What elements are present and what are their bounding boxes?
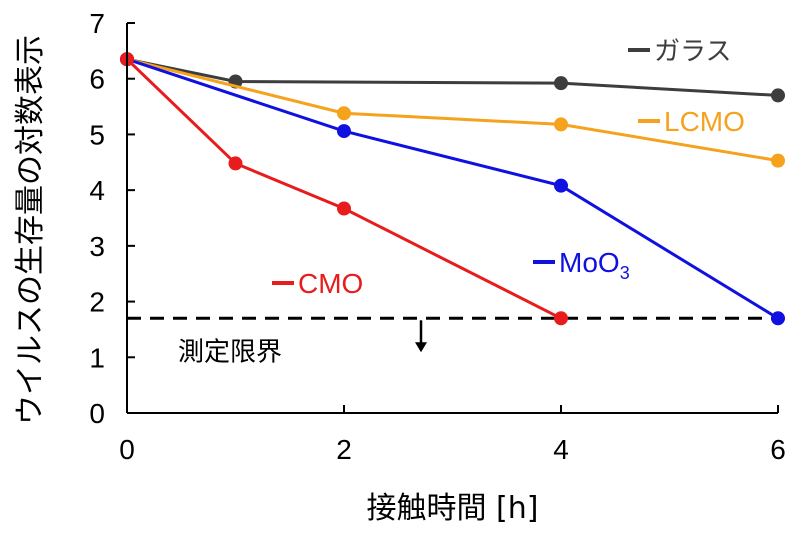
legend-label: LCMO: [664, 106, 745, 137]
data-point: [337, 201, 351, 216]
series-line: [126, 57, 779, 320]
legend-label: CMO: [298, 268, 363, 299]
y-tick-label: 1: [89, 342, 105, 373]
detection-limit-arrow: [415, 320, 427, 353]
y-tick-label: 6: [89, 64, 105, 95]
y-tick-label: 3: [89, 231, 105, 262]
y-tick-label: 5: [89, 119, 105, 150]
x-tick-label: 6: [770, 434, 786, 465]
legend-label: ガラス: [654, 37, 731, 67]
x-axis-title: 接触時間 [h]: [367, 491, 539, 526]
y-tick-label: 2: [89, 287, 105, 318]
series-line: [125, 58, 562, 320]
data-point: [554, 178, 568, 193]
y-tick-label: 4: [89, 175, 105, 206]
x-axis-ticks: 0 2 4 6: [119, 405, 786, 465]
x-tick-label: 4: [553, 434, 569, 465]
data-point: [771, 88, 785, 103]
y-axis-title: ウイルスの生存量の対数表示: [13, 35, 48, 425]
legend-label: MoO3: [559, 247, 630, 283]
y-axis-ticks: 0 1 2 3 4 5 6 7: [89, 8, 135, 429]
series-line: [126, 57, 779, 97]
data-point: [337, 124, 351, 139]
legend: ガラス LCMO MoO3 CMO: [272, 37, 745, 299]
data-point: [337, 106, 351, 121]
detection-limit-label: 測定限界: [178, 337, 282, 367]
series-line: [126, 57, 779, 163]
limit-arrow-head: [415, 342, 427, 353]
x-tick-label: 2: [336, 434, 352, 465]
data-point: [771, 153, 785, 168]
series-layer: [120, 52, 785, 326]
x-tick-label: 0: [119, 434, 135, 465]
y-tick-label: 7: [89, 8, 105, 39]
y-tick-label: 0: [89, 398, 105, 429]
data-point: [554, 311, 568, 326]
series-CMO: [120, 52, 568, 326]
series-MoO: [120, 52, 785, 326]
data-point: [771, 311, 785, 326]
data-point: [554, 117, 568, 132]
data-point: [228, 156, 243, 171]
data-point: [554, 76, 568, 91]
